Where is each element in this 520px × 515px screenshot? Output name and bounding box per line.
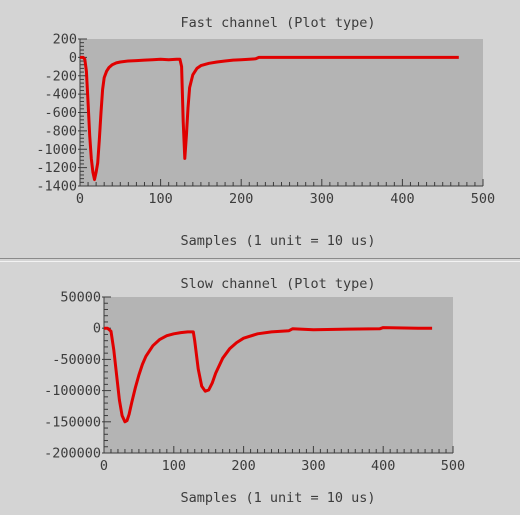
slow-x-tick-label: 100 [162, 458, 186, 474]
slow-plot-area [104, 297, 453, 453]
fast-tick-group: 0 100 200 300 400 500 200 0 -200 -400 -600 -800 -100… [36, 32, 495, 208]
fast-x-tick-label: 400 [390, 191, 414, 207]
fast-y-tick-label: -600 [44, 105, 77, 121]
slow-y-tick-label: 50000 [60, 290, 101, 306]
fast-y-tick-label: 0 [69, 50, 77, 66]
fast-y-tick-label: -400 [44, 87, 77, 103]
slow-x-tick-label: 400 [371, 458, 395, 474]
fast-y-tick-label: -800 [44, 123, 77, 139]
slow-channel-panel: Slow channel (Plot type) 0 100 200 300 400 50… [0, 262, 520, 515]
slow-tick-group: 0 100 200 300 400 500 50000 0 -50000 -100000 -1500… [44, 290, 465, 475]
fast-channel-chart: Fast channel (Plot type) 0 100 200 300 400 50… [36, 15, 495, 249]
slow-x-axis-label: Samples (1 unit = 10 us) [180, 490, 375, 506]
fast-x-tick-label: 300 [310, 191, 334, 207]
fast-x-tick-label: 0 [76, 191, 84, 207]
slow-x-tick-label: 0 [100, 458, 108, 474]
fast-x-tick-label: 200 [229, 191, 253, 207]
fast-x-tick-label: 100 [148, 191, 172, 207]
slow-y-tick-label: -50000 [52, 352, 101, 368]
slow-x-tick-label: 500 [441, 458, 465, 474]
fast-y-tick-label: -1000 [36, 142, 77, 158]
fast-plot-area [80, 39, 483, 186]
slow-series-line [104, 326, 433, 424]
fast-x-tick-label: 500 [471, 191, 495, 207]
fast-y-tick-label: -1400 [36, 179, 77, 195]
fast-chart-title: Fast channel (Plot type) [180, 15, 375, 31]
slow-chart-title: Slow channel (Plot type) [180, 276, 375, 292]
slow-channel-chart: Slow channel (Plot type) 0 100 200 300 400 50… [44, 276, 465, 506]
fast-y-tick-label: 200 [53, 32, 77, 48]
fast-y-tick-label: -200 [44, 68, 77, 84]
slow-x-tick-label: 200 [231, 458, 255, 474]
slow-y-tick-label: 0 [93, 321, 101, 337]
slow-y-tick-label: -100000 [44, 383, 101, 399]
fast-series-line [80, 55, 459, 182]
fast-y-tick-label: -1200 [36, 160, 77, 176]
slow-y-tick-label: -150000 [44, 414, 101, 430]
slow-x-tick-label: 300 [301, 458, 325, 474]
slow-y-tick-label: -200000 [44, 446, 101, 462]
panel-divider [0, 258, 520, 262]
fast-x-axis-label: Samples (1 unit = 10 us) [180, 233, 375, 249]
fast-channel-panel: Fast channel (Plot type) 0 100 200 300 400 50… [36, 15, 496, 249]
